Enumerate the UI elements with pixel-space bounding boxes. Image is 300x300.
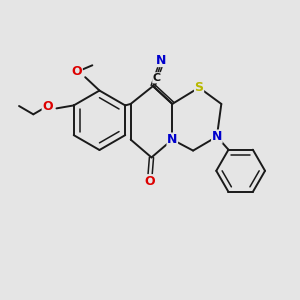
Text: S: S bbox=[194, 81, 203, 94]
Text: O: O bbox=[72, 65, 82, 78]
Text: N: N bbox=[167, 133, 178, 146]
Text: O: O bbox=[42, 100, 53, 112]
Text: C: C bbox=[153, 73, 161, 83]
Text: N: N bbox=[212, 130, 222, 143]
Text: N: N bbox=[156, 53, 166, 67]
Text: O: O bbox=[145, 175, 155, 188]
